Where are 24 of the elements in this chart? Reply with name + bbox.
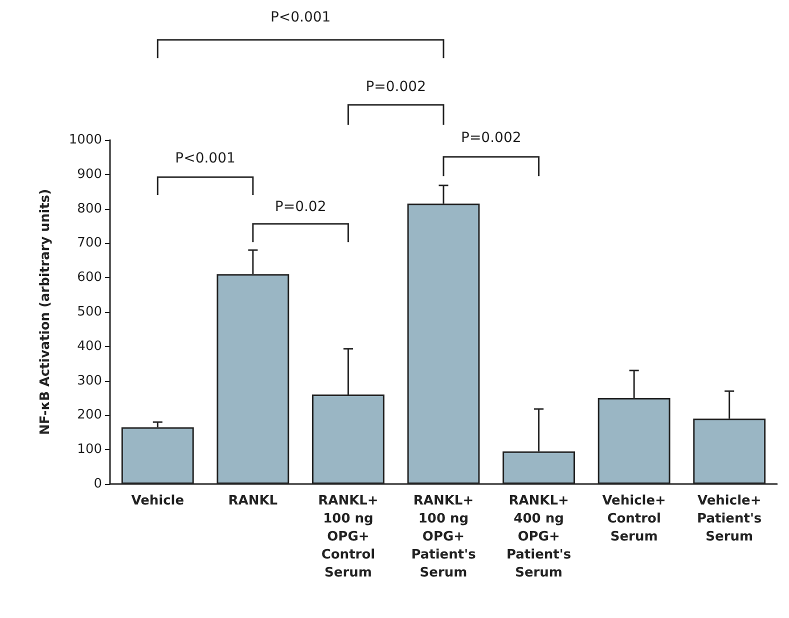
y-tick-label: 1000 (68, 132, 102, 148)
text: P<0.001 (270, 10, 331, 26)
y-tick-label: 500 (77, 304, 102, 320)
y-tick-label: 0 (94, 476, 102, 492)
annotation: P<0.001 (175, 150, 236, 167)
y-tick-label: 700 (77, 236, 102, 251)
x-tick-label: Vehicle+ Patient's Serum (697, 494, 762, 544)
x-tick-label: RANKL+ 100 ng OPG+ Patient's Serum (411, 494, 476, 580)
y-tick-label: 400 (77, 338, 102, 354)
y-tick-label: 600 (77, 270, 102, 286)
annotation: P=0.002 (461, 130, 522, 146)
y-tick-label: 200 (77, 408, 102, 423)
x-tick-label: Vehicle+ Control Serum (602, 494, 666, 544)
annotation: P=0.02 (274, 198, 326, 215)
x-tick-label: RANKL+ 100 ng OPG+ Control Serum (318, 494, 378, 580)
x-tick-label: Vehicle (131, 494, 184, 508)
y-tick-label: 100 (77, 442, 102, 458)
x-tick-label: RANKL (228, 494, 278, 508)
y-tick-label: 300 (77, 373, 102, 388)
y-tick-label: 800 (77, 201, 102, 216)
y-tick-label: 900 (77, 166, 102, 182)
x-tick-label: RANKL+ 400 ng OPG+ Patient's Serum (506, 494, 572, 580)
text: P=0.002 (366, 78, 426, 95)
y-axis-title: NF-κB Activation (arbitrary units) (38, 188, 53, 436)
